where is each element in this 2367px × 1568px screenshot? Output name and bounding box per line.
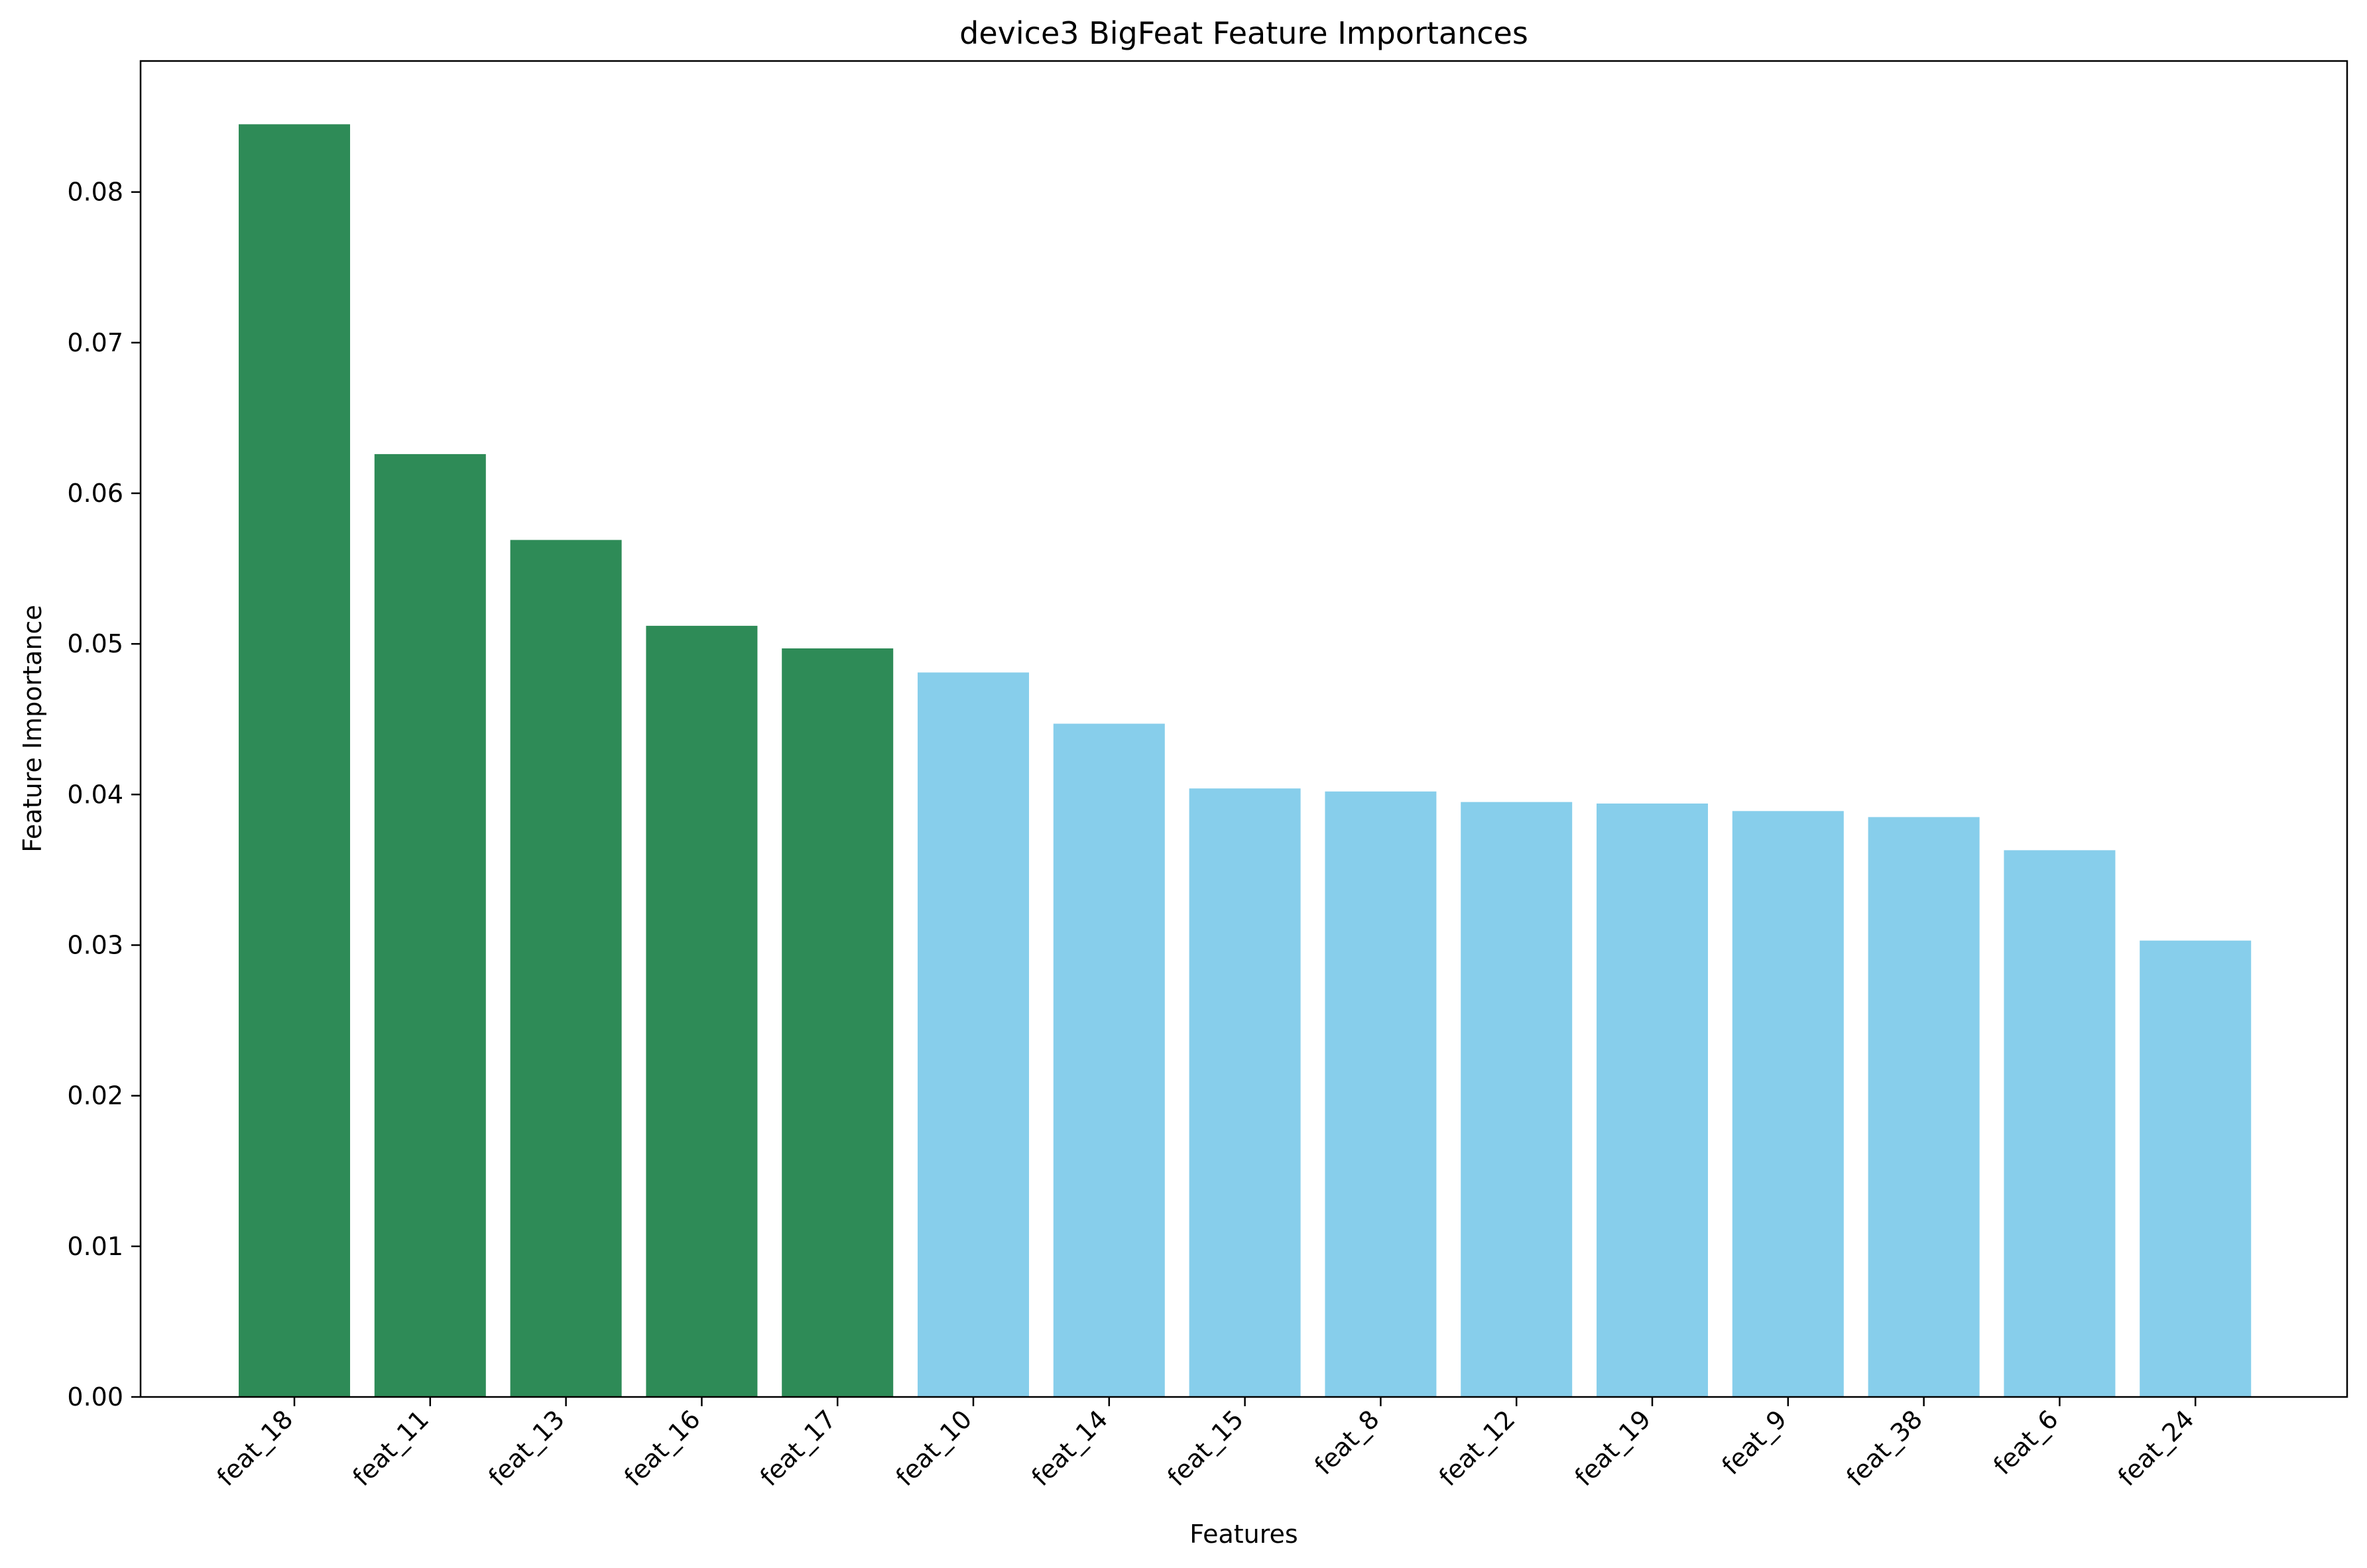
x-tick-label: feat_8 xyxy=(1309,1404,1385,1480)
plot-frame xyxy=(139,60,2348,1398)
y-tick-label: 0.08 xyxy=(67,178,123,207)
bar-feat_10 xyxy=(918,672,1029,1397)
bar-feat_16 xyxy=(646,625,758,1397)
bar-feat_14 xyxy=(1053,723,1165,1397)
y-tick-label: 0.01 xyxy=(67,1232,123,1261)
x-tick-label: feat_12 xyxy=(1433,1404,1521,1492)
bar-feat_18 xyxy=(239,124,350,1397)
x-tick-label: feat_6 xyxy=(1988,1404,2064,1480)
x-tick-label: feat_38 xyxy=(1841,1404,1928,1492)
x-tick-label: feat_18 xyxy=(212,1404,299,1492)
x-tick-label: feat_16 xyxy=(619,1404,706,1492)
bar-feat_15 xyxy=(1189,788,1301,1397)
y-tick-label: 0.04 xyxy=(67,780,123,809)
y-axis: 0.00 0.01 0.02 0.03 0.04 0.05 0.06 0.07 0.08 xyxy=(67,178,141,1412)
bar-feat_19 xyxy=(1597,803,1708,1397)
bar-feat_24 xyxy=(2140,940,2252,1397)
y-axis-label: Feature Importance xyxy=(18,605,47,852)
bar-feat_8 xyxy=(1325,791,1437,1397)
x-axis: feat_18 feat_11 feat_13 feat_16 feat_17 feat_… xyxy=(212,1397,2200,1492)
chart-title: device3 BigFeat Feature Importances xyxy=(959,15,1528,51)
x-tick-label: feat_9 xyxy=(1717,1404,1793,1480)
bar-feat_12 xyxy=(1461,802,1573,1397)
bar-feat_9 xyxy=(1732,811,1844,1397)
x-tick-label: feat_15 xyxy=(1162,1404,1249,1492)
y-tick-label: 0.07 xyxy=(67,328,123,357)
x-tick-label: feat_10 xyxy=(890,1404,978,1492)
bar-feat_11 xyxy=(374,453,486,1398)
bar-feat_13 xyxy=(510,540,622,1397)
x-tick-label: feat_14 xyxy=(1026,1404,1113,1492)
bar-feat_17 xyxy=(782,648,894,1398)
x-tick-label: feat_11 xyxy=(347,1404,434,1492)
x-tick-label: feat_24 xyxy=(2112,1404,2200,1492)
x-tick-label: feat_17 xyxy=(755,1404,842,1492)
x-axis-label: Features xyxy=(1189,1520,1298,1549)
x-tick-label: feat_19 xyxy=(1569,1404,1657,1492)
bar-feat_6 xyxy=(2004,850,2116,1397)
bar-feat_38 xyxy=(1868,817,1980,1397)
y-tick-label: 0.02 xyxy=(67,1081,123,1111)
bars-group xyxy=(239,124,2252,1398)
x-tick-label: feat_13 xyxy=(483,1404,570,1492)
y-tick-label: 0.06 xyxy=(67,479,123,508)
y-tick-label: 0.05 xyxy=(67,629,123,658)
y-tick-label: 0.00 xyxy=(67,1382,123,1412)
y-tick-label: 0.03 xyxy=(67,930,123,959)
